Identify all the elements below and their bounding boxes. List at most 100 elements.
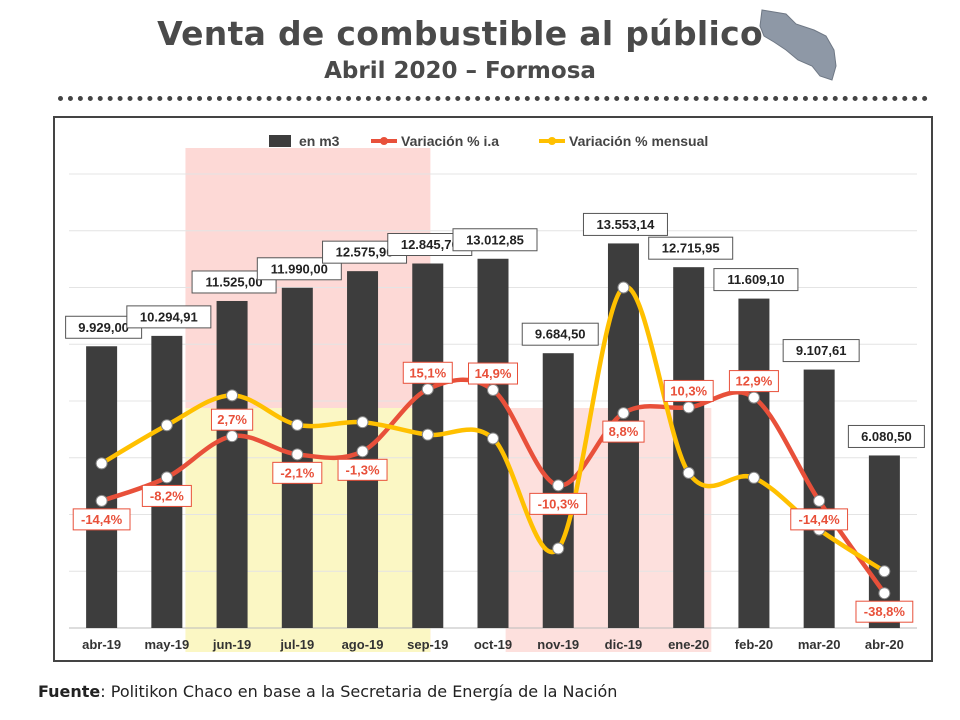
legend-label: en m3 <box>299 133 340 149</box>
x-tick-label: nov-19 <box>537 637 579 652</box>
bar-value-label: 12.845,70 <box>401 237 459 252</box>
x-tick-label: abr-19 <box>82 637 121 652</box>
x-tick-label: feb-20 <box>735 637 773 652</box>
ia-label: -14,4% <box>81 512 123 527</box>
bar <box>412 263 444 628</box>
source-note: Fuente: Politikon Chaco en base a la Sec… <box>38 682 617 701</box>
point-variacion-mensual <box>226 389 239 402</box>
ia-label: -14,4% <box>799 512 841 527</box>
ia-label-box <box>728 370 779 393</box>
ia-label: 10,3% <box>670 383 707 398</box>
bar <box>868 455 900 628</box>
ia-label-box <box>337 458 388 481</box>
ia-label: -2,1% <box>280 465 314 480</box>
point-variacion-mensual <box>291 418 304 431</box>
point-variacion-mensual <box>95 457 108 470</box>
source-label: Fuente <box>38 682 101 701</box>
source-text: : Politikon Chaco en base a la Secretari… <box>100 682 618 701</box>
point-variacion-mensual <box>421 428 434 441</box>
bar-value-label-box <box>256 257 342 281</box>
ia-label: 15,1% <box>409 365 446 380</box>
bar-value-label: 6.080,50 <box>861 429 912 444</box>
ia-label: -38,8% <box>864 604 906 619</box>
ia-label: -10,3% <box>538 496 580 511</box>
ia-label: 14,9% <box>475 366 512 381</box>
bar-value-label: 11.609,10 <box>727 272 784 287</box>
chart-svg: 9.929,00 10.294,91 11.525,00 11.990,00 12.57… <box>65 133 925 652</box>
bar-value-label: 12.715,95 <box>662 241 720 256</box>
bar-value-label: 10.294,91 <box>140 309 198 324</box>
bar-value-label-box <box>582 212 668 236</box>
point-variacion-mensual <box>878 565 891 578</box>
ia-label-box <box>790 508 849 531</box>
bar <box>738 298 770 628</box>
bar-value-label: 11.990,00 <box>271 261 328 276</box>
point-variacion-ia <box>160 471 173 484</box>
bar-value-label-box <box>521 322 599 346</box>
x-tick-label: oct-19 <box>474 637 512 652</box>
x-tick-label: ago-19 <box>342 637 384 652</box>
x-tick-label: jul-19 <box>279 637 314 652</box>
ia-label-box <box>602 420 645 443</box>
bar-value-label: 12.575,90 <box>336 245 394 260</box>
legend-swatch-marker <box>548 137 556 145</box>
bar-value-label-box <box>126 305 212 329</box>
bar-value-label: 13.012,85 <box>466 232 524 247</box>
legend-swatch-marker <box>380 137 388 145</box>
point-variacion-mensual <box>487 432 499 445</box>
legend-swatch <box>269 135 291 147</box>
bar-value-label-box <box>452 228 538 252</box>
legend-label: Variación % mensual <box>569 133 708 149</box>
chart-area: 9.929,00 10.294,91 11.525,00 11.990,00 12.57… <box>53 116 933 662</box>
ia-label-box <box>210 408 254 431</box>
legend-label: Variación % i.a <box>401 133 499 149</box>
ia-label-box <box>663 379 714 402</box>
point-variacion-mensual <box>552 542 565 555</box>
point-variacion-mensual <box>160 419 173 432</box>
point-variacion-ia <box>356 445 369 458</box>
ia-label: 12,9% <box>735 374 772 389</box>
ia-label: -8,2% <box>150 488 184 503</box>
point-variacion-ia <box>682 401 695 414</box>
bar-value-label-box <box>191 270 277 294</box>
ia-label-box <box>141 484 192 507</box>
point-variacion-mensual <box>617 281 630 294</box>
ia-label: 8,8% <box>609 424 639 439</box>
x-tick-label: abr-20 <box>865 637 904 652</box>
ia-label-box <box>529 492 588 515</box>
point-variacion-ia <box>291 448 304 461</box>
x-tick-label: sep-19 <box>407 637 448 652</box>
ia-label-box <box>468 362 518 385</box>
line-variacion-mensual <box>100 284 886 574</box>
point-variacion-ia <box>747 391 760 404</box>
dotted-divider <box>58 96 928 101</box>
ia-label: -1,3% <box>346 462 380 477</box>
point-variacion-ia <box>617 407 630 420</box>
bar-value-label: 9.684,50 <box>535 327 586 342</box>
bar-value-label: 9.107,61 <box>796 343 847 358</box>
x-tick-label: mar-20 <box>798 637 841 652</box>
chart-title: Venta de combustible al público <box>157 14 763 53</box>
ia-label-box <box>72 508 131 531</box>
x-tick-label: may-19 <box>144 637 189 652</box>
point-variacion-ia <box>552 479 565 492</box>
bar-value-label-box <box>782 339 860 363</box>
ia-label-box <box>855 600 914 623</box>
x-tick-label: ene-20 <box>668 637 709 652</box>
x-tick-label: dic-19 <box>605 637 643 652</box>
point-variacion-mensual <box>682 466 695 479</box>
point-variacion-ia <box>878 587 891 600</box>
point-variacion-mensual <box>356 416 369 429</box>
province-map-icon <box>759 9 837 81</box>
point-variacion-ia <box>421 383 434 396</box>
point-variacion-ia <box>813 494 826 507</box>
x-tick-label: jun-19 <box>212 637 251 652</box>
bar <box>86 346 118 628</box>
line-variacion-ia <box>100 377 887 595</box>
point-variacion-ia <box>487 384 499 397</box>
point-variacion-ia <box>226 430 239 443</box>
ia-label-box <box>272 461 323 484</box>
bar-value-label: 13.553,14 <box>597 217 656 232</box>
bar-value-label: 11.525,00 <box>206 274 263 289</box>
bar-value-label-box <box>847 424 925 448</box>
